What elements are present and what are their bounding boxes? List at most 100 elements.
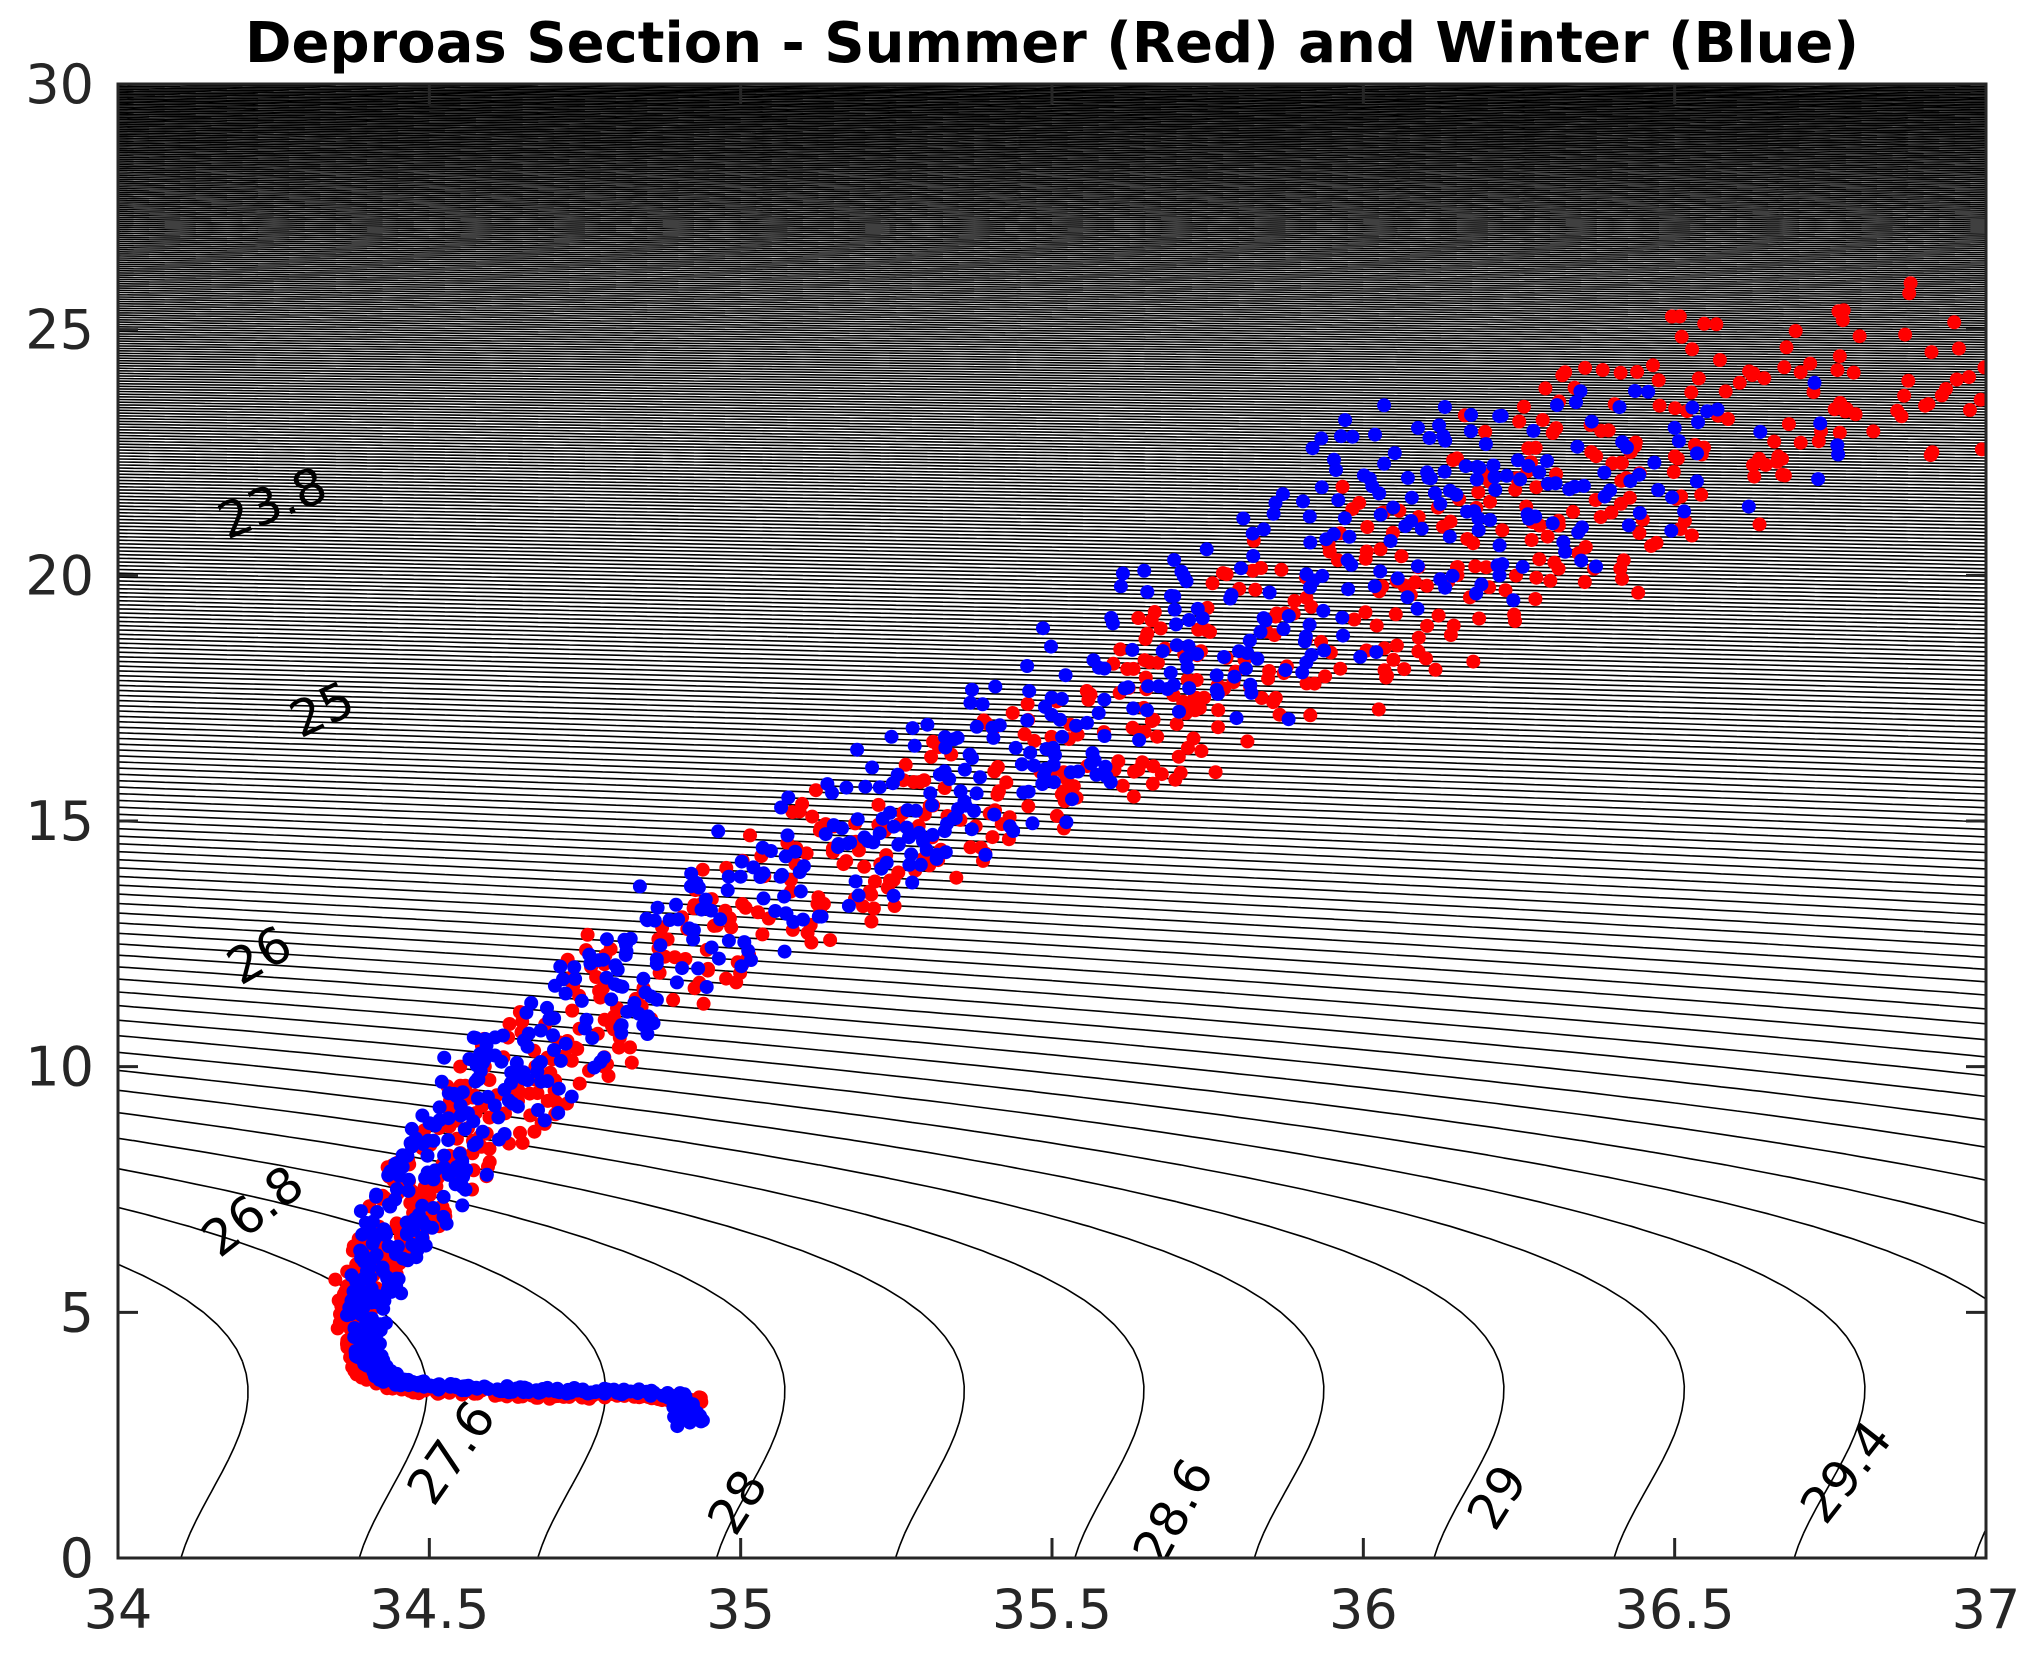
data-point [1373,542,1388,557]
density-contour-line [118,257,1986,279]
data-point [957,762,972,777]
data-point [1813,416,1828,431]
data-point [1087,753,1102,768]
data-point [669,897,683,912]
density-contour-line [118,240,1986,262]
data-point [1242,633,1257,648]
data-point [1387,446,1402,461]
data-point [1645,358,1660,373]
density-contour-line [118,140,1986,159]
data-point [1021,799,1036,814]
data-point [810,896,825,911]
data-point [1054,691,1069,706]
data-point [756,866,771,881]
data-point [891,837,906,852]
data-point [1388,607,1403,622]
data-point [1775,451,1789,466]
density-contour-line [118,820,1986,906]
data-point [795,796,810,811]
data-point [522,1086,537,1101]
density-contour-line [118,267,1986,290]
data-point [1529,570,1544,585]
data-point [1515,559,1530,574]
data-point [1709,317,1724,332]
density-contour-line [118,1034,1686,1558]
data-point [1369,618,1384,633]
data-point [1569,395,1583,410]
data-point [1211,703,1226,718]
data-point [1962,370,1976,385]
data-point [496,1028,510,1043]
data-point [865,760,880,775]
data-point [540,1000,554,1015]
data-point [1240,734,1255,749]
data-point [1898,327,1913,342]
data-point [553,959,568,974]
data-point [644,1387,659,1402]
data-point [899,820,914,835]
data-point [684,866,699,881]
density-contour-line [118,263,1986,286]
data-point [711,824,726,839]
data-point [482,1073,497,1087]
data-point [516,1071,531,1086]
data-point [738,900,753,915]
data-point [455,1198,470,1213]
data-point [1897,388,1912,403]
data-point [793,884,808,899]
data-point [1367,579,1382,594]
density-contour-line [118,265,1986,288]
data-point [1347,612,1362,627]
data-point [1147,605,1162,619]
data-point [632,879,647,894]
data-point [1437,400,1452,414]
data-point [1469,472,1484,487]
data-point [704,903,718,918]
density-contour-line [118,133,1986,152]
data-point [1510,453,1525,468]
data-point [599,932,614,947]
data-point [1103,775,1118,790]
density-contour-line [118,274,1986,297]
density-contour-line [118,144,1986,163]
data-point [1155,644,1170,659]
data-point [1113,642,1128,657]
data-point [551,1081,566,1096]
density-contour-line [118,458,1986,490]
data-point [1335,479,1350,494]
data-point [841,898,856,913]
data-point [831,840,845,855]
density-contour-line [118,280,1986,304]
data-point [1832,349,1847,364]
data-point [1495,557,1510,572]
density-contour-line [118,404,1986,433]
density-contour-line [118,278,1986,301]
data-point [1097,729,1112,743]
data-point [1684,528,1699,543]
density-contour-line [118,154,1986,174]
data-point [1342,529,1357,544]
data-point [610,962,625,977]
data-point [1573,384,1588,399]
density-contour-line [118,201,1986,221]
data-point [1684,385,1699,400]
data-point [1410,601,1425,616]
contour-label: 26 [217,915,301,997]
data-point [1949,372,1964,387]
density-contour-line [118,689,1986,745]
data-series [328,276,1986,1434]
data-point [631,1006,646,1021]
data-point [884,729,899,744]
data-point [808,783,823,798]
data-point [799,846,814,861]
data-point [546,1028,560,1043]
density-contour-line [118,96,1986,114]
data-point [1422,431,1437,445]
density-contour-line [118,314,1986,339]
data-point [553,1053,568,1068]
data-point [920,717,935,732]
data-point [1690,446,1704,461]
data-point [1647,455,1662,470]
data-point [1570,439,1585,454]
data-point [704,940,719,955]
